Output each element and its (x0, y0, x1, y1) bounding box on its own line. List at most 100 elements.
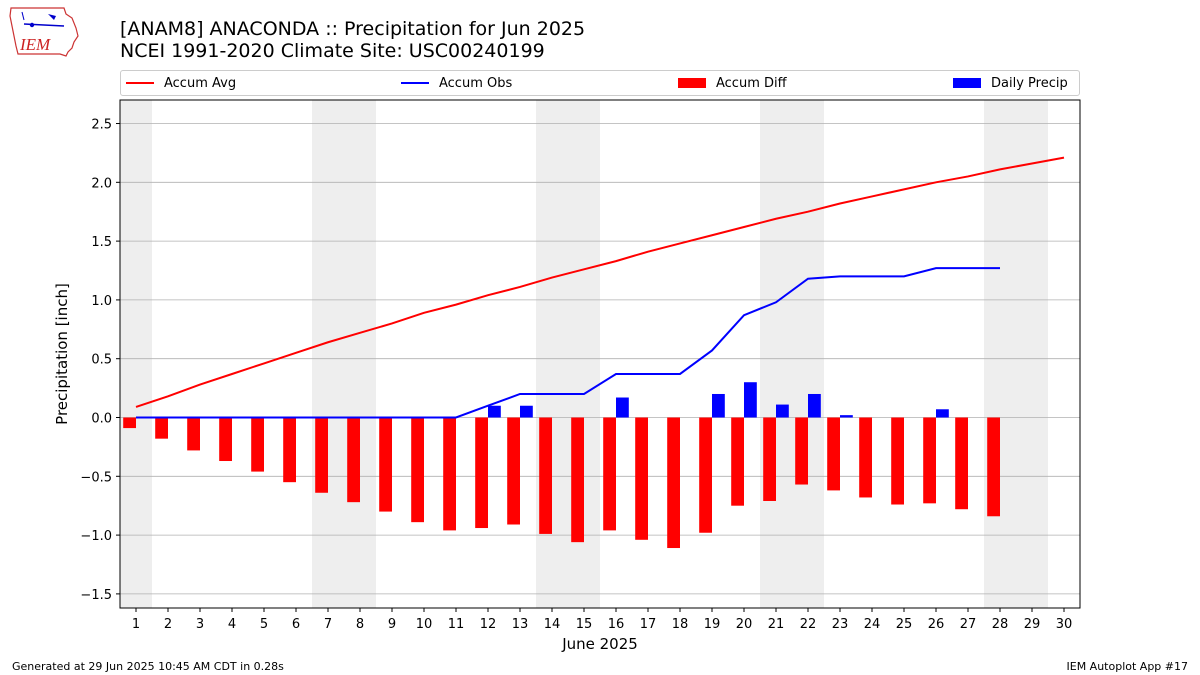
accum-diff-bar-day-11 (443, 417, 456, 531)
x-tick-label: 14 (544, 617, 561, 632)
weekend-shade-day-22 (792, 100, 824, 608)
x-tick-label: 30 (1056, 617, 1073, 632)
accum-diff-bar-day-4 (219, 417, 232, 462)
x-tick-label: 23 (832, 617, 849, 632)
daily-precip-bar-day-16 (616, 397, 629, 418)
y-axis-label: Precipitation [inch] (53, 283, 71, 425)
accum-diff-bar-day-3 (187, 417, 200, 451)
legend-item-accum-avg: Accum Avg (126, 74, 236, 92)
chart-title-line1: [ANAM8] ANACONDA :: Precipitation for Ju… (120, 18, 586, 40)
y-tick-label: 1.0 (91, 294, 112, 309)
accum-diff-bar-day-10 (411, 417, 424, 523)
accum-diff-bar-day-18 (667, 417, 680, 549)
weekend-shade-day-21 (760, 100, 792, 608)
accum-diff-bar-day-7 (315, 417, 328, 493)
legend-item-accum-obs: Accum Obs (401, 74, 512, 92)
x-tick-label: 20 (736, 617, 753, 632)
logo-text: IEM (19, 35, 51, 54)
footer-generated-text: Generated at 29 Jun 2025 10:45 AM CDT in… (12, 660, 284, 673)
footer-app-text: IEM Autoplot App #17 (1066, 660, 1189, 673)
accum-obs-line (136, 267, 1000, 419)
x-tick-label: 8 (356, 617, 364, 632)
x-tick-label: 3 (196, 617, 204, 632)
accum-diff-bar-day-17 (635, 417, 648, 540)
y-tick-label: 2.5 (91, 118, 112, 133)
x-tick-label: 26 (928, 617, 945, 632)
iem-logo-icon: IEM (9, 7, 79, 57)
x-tick-label: 1 (132, 617, 140, 632)
legend-label-daily-precip: Daily Precip (991, 75, 1068, 91)
y-tick-label: −1.0 (80, 529, 112, 544)
legend-swatch-accum-diff (678, 78, 706, 88)
weekend-shade-day-28 (984, 100, 1016, 608)
accum-diff-bar-day-26 (923, 417, 936, 504)
x-tick-label: 28 (992, 617, 1009, 632)
daily-precip-bar-day-26 (936, 409, 949, 418)
legend-label-accum-avg: Accum Avg (164, 75, 237, 91)
legend-item-daily-precip: Daily Precip (953, 74, 1068, 92)
x-tick-label: 18 (672, 617, 689, 632)
x-tick-label: 9 (388, 617, 396, 632)
x-tick-label: 10 (416, 617, 433, 632)
legend-swatch-accum-obs (401, 82, 429, 84)
accum-diff-bar-day-28 (987, 417, 1000, 517)
x-tick-label: 11 (448, 617, 465, 632)
x-tick-label: 29 (1024, 617, 1041, 632)
accum-diff-bar-day-9 (379, 417, 392, 512)
legend-item-accum-diff: Accum Diff (678, 74, 787, 92)
y-tick-label: −1.5 (80, 588, 112, 603)
accum-diff-bar-day-13 (507, 417, 520, 525)
x-tick-label: 16 (608, 617, 625, 632)
x-tick-label: 19 (704, 617, 721, 632)
weekend-shade-day-1 (120, 100, 152, 608)
legend-swatch-accum-avg (126, 82, 154, 84)
accum-diff-bar-day-22 (795, 417, 808, 485)
accum-diff-bar-day-19 (699, 417, 712, 533)
accum-diff-bar-day-27 (955, 417, 968, 510)
accum-diff-bar-day-20 (731, 417, 744, 506)
x-tick-label: 6 (292, 617, 300, 632)
weekend-shade-day-29 (1016, 100, 1048, 608)
legend-label-accum-diff: Accum Diff (716, 75, 787, 91)
accum-diff-bar-day-15 (571, 417, 584, 543)
plot-frame (119, 99, 1081, 609)
x-tick-label: 5 (260, 617, 268, 632)
x-tick-label: 4 (228, 617, 236, 632)
x-tick-label: 7 (324, 617, 332, 632)
weekend-shade-day-8 (344, 100, 376, 608)
x-tick-label: 21 (768, 617, 785, 632)
x-tick-label: 25 (896, 617, 913, 632)
legend-swatch-daily-precip (953, 78, 981, 88)
x-tick-label: 17 (640, 617, 657, 632)
x-tick-label: 24 (864, 617, 881, 632)
x-tick-label: 12 (480, 617, 497, 632)
accum-diff-bar-day-23 (827, 417, 840, 491)
accum-diff-bar-day-16 (603, 417, 616, 531)
accum-diff-bar-day-8 (347, 417, 360, 503)
daily-precip-bar-day-13 (520, 405, 533, 418)
daily-precip-bar-day-12 (488, 405, 501, 418)
y-tick-label: −0.5 (80, 470, 112, 485)
chart-legend: Accum Avg Accum Obs Accum Diff Daily Pre… (120, 70, 1080, 96)
accum-diff-bar-day-25 (891, 417, 904, 505)
x-tick-label: 2 (164, 617, 172, 632)
y-tick-label: 0.5 (91, 353, 112, 368)
daily-precip-bar-day-23 (840, 415, 853, 418)
x-axis-label: June 2025 (561, 635, 638, 653)
accum-diff-bar-day-5 (251, 417, 264, 472)
x-tick-label: 27 (960, 617, 977, 632)
x-tick-label: 15 (576, 617, 593, 632)
accum-avg-line (135, 156, 1065, 408)
accum-diff-bar-day-12 (475, 417, 488, 529)
y-tick-label: 0.0 (91, 412, 112, 427)
accum-diff-bar-day-24 (859, 417, 872, 498)
daily-precip-bar-day-20 (744, 382, 757, 418)
accum-diff-bar-day-14 (539, 417, 552, 534)
daily-precip-bar-day-21 (776, 404, 789, 418)
legend-label-accum-obs: Accum Obs (439, 75, 513, 91)
x-tick-label: 22 (800, 617, 817, 632)
daily-precip-bar-day-19 (712, 393, 725, 418)
accum-diff-bar-day-6 (283, 417, 296, 483)
x-tick-label: 13 (512, 617, 529, 632)
